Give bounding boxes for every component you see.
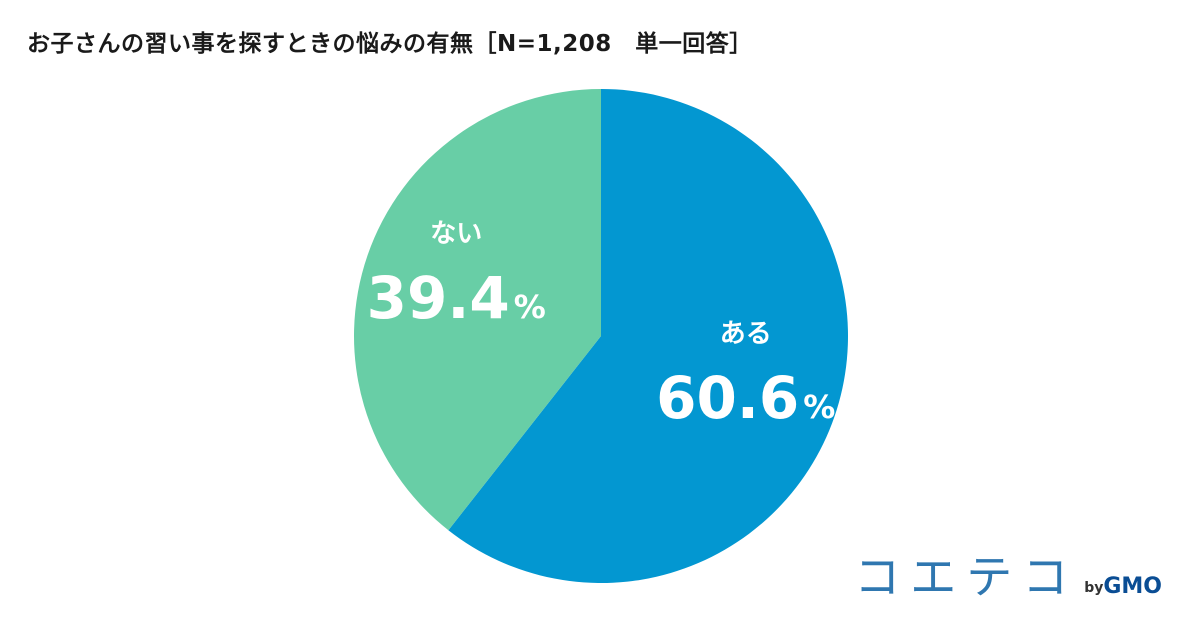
chart-title: お子さんの習い事を探すときの悩みの有無［N=1,208 単一回答］ [27,31,753,57]
slice-label-1: ない [430,219,482,249]
pie-slice-1 [353,89,601,531]
logo-gmo: GMO [1103,574,1162,599]
slice-value-0: 60.6% [656,364,835,432]
slice-value-1: 39.4% [367,264,546,332]
koeteko-logo: コエテコ by GMO [854,554,1162,600]
slice-label-0: ある [720,319,772,349]
logo-wordmark: コエテコ [854,550,1079,604]
logo-by: by [1084,580,1104,596]
pie-slice-0 [448,89,848,583]
